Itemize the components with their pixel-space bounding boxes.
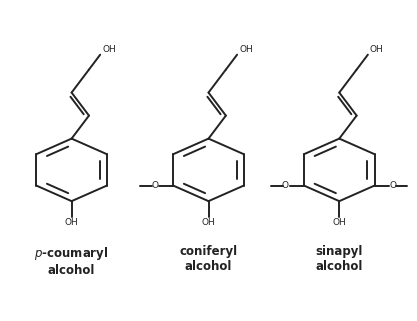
Text: OH: OH <box>370 45 384 54</box>
Text: OH: OH <box>65 218 78 227</box>
Text: OH: OH <box>202 218 215 227</box>
Text: coniferyl
alcohol: coniferyl alcohol <box>179 245 238 273</box>
Text: O: O <box>389 181 397 190</box>
Text: O: O <box>151 181 158 190</box>
Text: OH: OH <box>239 45 253 54</box>
Text: O: O <box>282 181 289 190</box>
Text: sinapyl
alcohol: sinapyl alcohol <box>316 245 363 273</box>
Text: OH: OH <box>332 218 346 227</box>
Text: OH: OH <box>102 45 116 54</box>
Text: $\it{p}$-coumaryl
alcohol: $\it{p}$-coumaryl alcohol <box>34 245 109 277</box>
